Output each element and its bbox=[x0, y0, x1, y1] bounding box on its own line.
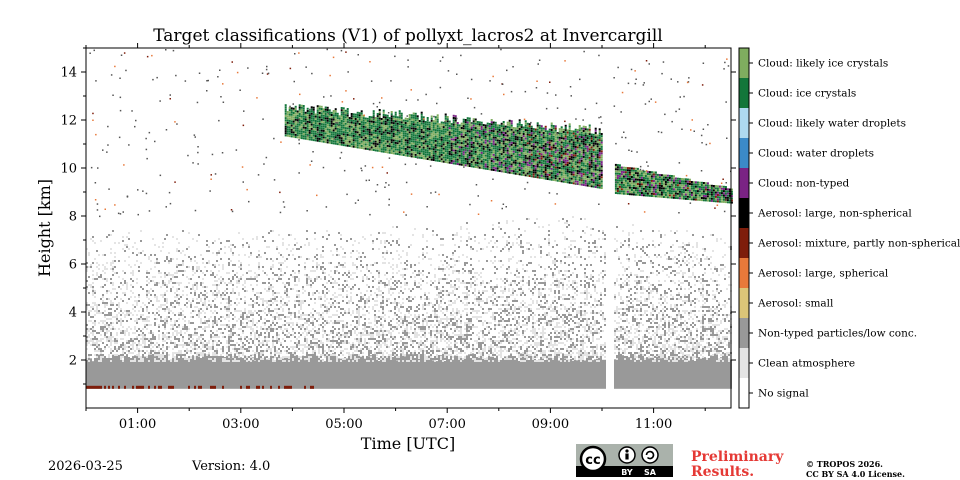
version-label: Version: 4.0 bbox=[191, 459, 270, 474]
plot-frame bbox=[85, 47, 732, 409]
by-person-head bbox=[625, 449, 629, 453]
x-tick-label: 11:00 bbox=[635, 417, 672, 432]
cc-text: cc bbox=[585, 453, 600, 468]
y-tick-label: 10 bbox=[60, 162, 77, 177]
x-axis-label: Time [UTC] bbox=[361, 434, 455, 453]
legend-swatch-10 bbox=[739, 348, 749, 378]
legend-swatch-0 bbox=[739, 48, 749, 78]
region-1 bbox=[86, 385, 314, 389]
legend-swatch-9 bbox=[739, 318, 749, 348]
legend-label: Aerosol: mixture, partly non-spherical bbox=[757, 238, 960, 250]
legend-label: Aerosol: large, spherical bbox=[757, 268, 889, 280]
sa-text: SA bbox=[644, 468, 657, 477]
legend-label: Cloud: ice crystals bbox=[758, 88, 856, 100]
y-tick-label: 8 bbox=[69, 210, 77, 225]
legend-label: Cloud: water droplets bbox=[758, 148, 874, 160]
y-axis-label: Height [km] bbox=[35, 179, 54, 277]
x-axis: 01:00 03:00 05:00 07:00 09:00 11:00 bbox=[85, 43, 706, 432]
legend-label: Non-typed particles/low conc. bbox=[758, 328, 917, 340]
region-2 bbox=[86, 216, 732, 362]
legend-label: Cloud: likely ice crystals bbox=[758, 58, 888, 70]
region-3 bbox=[284, 104, 603, 189]
legend-label: Cloud: non-typed bbox=[758, 178, 850, 190]
y-tick-label: 12 bbox=[60, 114, 77, 129]
legend-swatch-6 bbox=[739, 228, 749, 258]
y-axis: 2 4 6 8 10 12 14 bbox=[60, 47, 736, 385]
legend-label: Aerosol: small bbox=[757, 298, 834, 310]
preliminary-label-line1: Preliminary bbox=[691, 449, 784, 465]
y-tick-label: 2 bbox=[69, 354, 77, 369]
sa-arrow bbox=[645, 450, 655, 460]
upper-noise bbox=[89, 48, 732, 218]
legend-label: Clean atmosphere bbox=[758, 358, 855, 370]
classification-heatmap bbox=[86, 48, 733, 389]
preliminary-label-line2: Results. bbox=[691, 464, 754, 480]
cc-by-sa-badge: cc BY SA bbox=[576, 444, 673, 477]
legend-label: Cloud: likely water droplets bbox=[758, 118, 906, 130]
x-tick-label: 05:00 bbox=[325, 417, 362, 432]
legend-swatch-7 bbox=[739, 258, 749, 288]
copyright-line1: © TROPOS 2026. bbox=[806, 459, 883, 469]
legend-swatch-11 bbox=[739, 378, 749, 408]
class-colorbar: Cloud: likely ice crystals Cloud: ice cry… bbox=[738, 47, 960, 409]
legend-swatch-1 bbox=[739, 78, 749, 108]
legend-swatch-3 bbox=[739, 138, 749, 168]
legend-swatch-2 bbox=[739, 108, 749, 138]
badge-strip bbox=[576, 466, 673, 477]
by-text: BY bbox=[621, 468, 633, 477]
legend-swatch-8 bbox=[739, 288, 749, 318]
legend-frame bbox=[738, 47, 750, 409]
x-tick-label: 07:00 bbox=[428, 417, 465, 432]
legend-label: Aerosol: large, non-spherical bbox=[757, 208, 912, 220]
by-person-body bbox=[625, 453, 629, 460]
y-tick-label: 6 bbox=[69, 258, 77, 273]
region-0 bbox=[86, 353, 732, 389]
y-tick-label: 4 bbox=[69, 306, 77, 321]
y-tick-label: 14 bbox=[60, 66, 77, 81]
chart-title: Target classifications (V1) of pollyxt_l… bbox=[153, 26, 662, 46]
date-label: 2026-03-25 bbox=[48, 459, 123, 474]
x-tick-label: 09:00 bbox=[532, 417, 569, 432]
legend-swatch-4 bbox=[739, 168, 749, 198]
region-4 bbox=[614, 163, 733, 204]
cc-icon bbox=[579, 445, 607, 473]
legend-swatch-5 bbox=[739, 198, 749, 228]
copyright-line2: CC BY SA 4.0 License. bbox=[806, 469, 905, 479]
x-tick-label: 03:00 bbox=[222, 417, 259, 432]
legend-label: No signal bbox=[758, 388, 809, 400]
x-tick-label: 01:00 bbox=[119, 417, 156, 432]
sa-share-icon bbox=[641, 446, 659, 464]
